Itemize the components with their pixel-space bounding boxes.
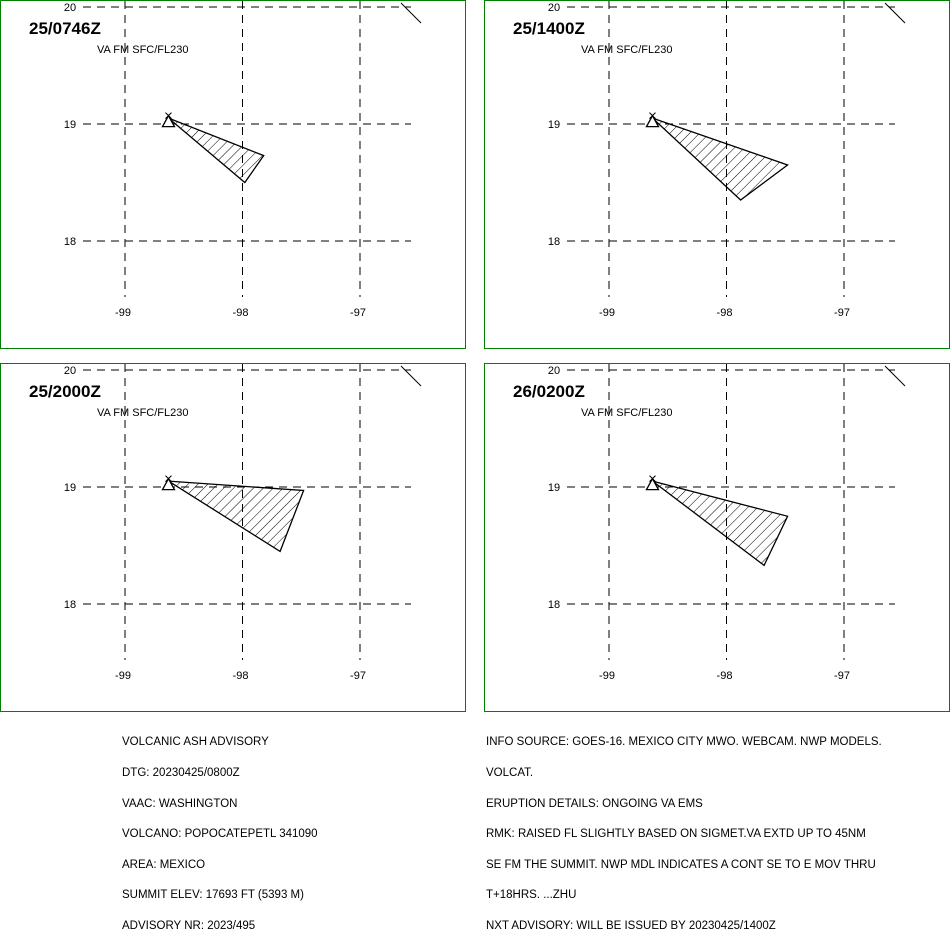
- latitude-tick-label: 18: [548, 236, 560, 248]
- advisory-next: NXT ADVISORY: WILL BE ISSUED BY 20230425…: [486, 919, 776, 932]
- panel-time-label: 25/2000Z: [29, 382, 101, 401]
- longitude-tick-label: -99: [115, 670, 131, 682]
- map-canvas: -99 -98 -97 20 19 18: [64, 364, 422, 682]
- map-canvas: -99 -98 -97 20 19 18: [64, 1, 422, 319]
- ash-cloud-polygon: [652, 117, 789, 201]
- ash-cloud-polygon: [168, 117, 265, 184]
- coastline-segment: [400, 2, 422, 24]
- panel-level-label: VA FM SFC/FL230: [97, 407, 189, 419]
- longitude-tick-label: -97: [350, 670, 366, 682]
- volcano-triangle-icon: [645, 475, 660, 491]
- map-canvas: -99 -98 -97 20 19 18: [548, 364, 906, 682]
- coastline-segment: [884, 2, 906, 24]
- latitude-tick-label: 19: [548, 119, 560, 131]
- advisory-details-text: INFO SOURCE: GOES-16. MEXICO CITY MWO. W…: [486, 717, 882, 941]
- advisory-info-source-cont: VOLCAT.: [486, 767, 534, 779]
- advisory-vaac: VAAC: WASHINGTON: [122, 797, 238, 810]
- latitude-tick-label: 20: [548, 365, 560, 377]
- longitude-tick-label: -99: [115, 307, 131, 319]
- advisory-header-text: VOLCANIC ASH ADVISORY DTG: 20230425/0800…: [122, 717, 318, 941]
- panel-time-label: 25/0746Z: [29, 19, 101, 38]
- longitude-tick-label: -98: [233, 307, 249, 319]
- advisory-title: VOLCANIC ASH ADVISORY: [122, 736, 269, 749]
- latitude-tick-label: 19: [64, 119, 76, 131]
- longitude-tick-label: -97: [834, 670, 850, 682]
- panel-level-label: VA FM SFC/FL230: [581, 407, 673, 419]
- panel-time-label: 26/0200Z: [513, 382, 585, 401]
- forecast-panel-1: -99 -98 -97 20 19 18 25/0746Z VA FM SFC/FL230: [0, 0, 466, 349]
- longitude-tick-label: -98: [233, 670, 249, 682]
- volcano-triangle-icon: [645, 112, 660, 128]
- longitude-tick-label: -99: [599, 307, 615, 319]
- panel-level-label: VA FM SFC/FL230: [581, 44, 673, 56]
- map-canvas: -99 -98 -97 20 19 18: [548, 1, 906, 319]
- advisory-dtg: DTG: 20230425/0800Z: [122, 767, 240, 779]
- forecast-panel-3: -99 -98 -97 20 19 18 25/2000Z VA FM SFC/FL230: [0, 363, 466, 712]
- advisory-eruption-details: ERUPTION DETAILS: ONGOING VA EMS: [486, 797, 703, 810]
- coastline-segment: [884, 365, 906, 387]
- panel-level-label: VA FM SFC/FL230: [97, 44, 189, 56]
- latitude-tick-label: 19: [548, 482, 560, 494]
- advisory-volcano: VOLCANO: POPOCATEPETL 341090: [122, 828, 318, 841]
- longitude-tick-label: -97: [834, 307, 850, 319]
- longitude-tick-label: -98: [717, 670, 733, 682]
- volcano-triangle-icon: [161, 475, 176, 491]
- advisory-remarks-cont-2: T+18HRS. ...ZHU: [486, 889, 577, 902]
- latitude-tick-label: 20: [548, 2, 560, 14]
- volcano-triangle-icon: [161, 112, 176, 128]
- advisory-remarks-cont-1: SE FM THE SUMMIT. NWP MDL INDICATES A CO…: [486, 858, 876, 871]
- advisory-info-source: INFO SOURCE: GOES-16. MEXICO CITY MWO. W…: [486, 736, 882, 749]
- advisory-remarks: RMK: RAISED FL SLIGHTLY BASED ON SIGMET.…: [486, 828, 866, 841]
- advisory-summit-elev: SUMMIT ELEV: 17693 FT (5393 M): [122, 889, 304, 902]
- coastline-segment: [400, 365, 422, 387]
- latitude-tick-label: 18: [548, 599, 560, 611]
- longitude-tick-label: -99: [599, 670, 615, 682]
- latitude-tick-label: 18: [64, 599, 76, 611]
- forecast-panel-4: -99 -98 -97 20 19 18 26/0200Z VA FM SFC/FL230: [484, 363, 950, 712]
- latitude-tick-label: 19: [64, 482, 76, 494]
- advisory-number: ADVISORY NR: 2023/495: [122, 919, 256, 932]
- latitude-tick-label: 20: [64, 2, 76, 14]
- ash-cloud-polygon: [168, 480, 305, 553]
- longitude-tick-label: -98: [717, 307, 733, 319]
- forecast-panel-2: -99 -98 -97 20 19 18 25/1400Z VA FM SFC/FL230: [484, 0, 950, 349]
- latitude-tick-label: 18: [64, 236, 76, 248]
- advisory-area: AREA: MEXICO: [122, 858, 206, 871]
- panel-time-label: 25/1400Z: [513, 19, 585, 38]
- ash-cloud-polygon: [652, 480, 789, 567]
- longitude-tick-label: -97: [350, 307, 366, 319]
- latitude-tick-label: 20: [64, 365, 76, 377]
